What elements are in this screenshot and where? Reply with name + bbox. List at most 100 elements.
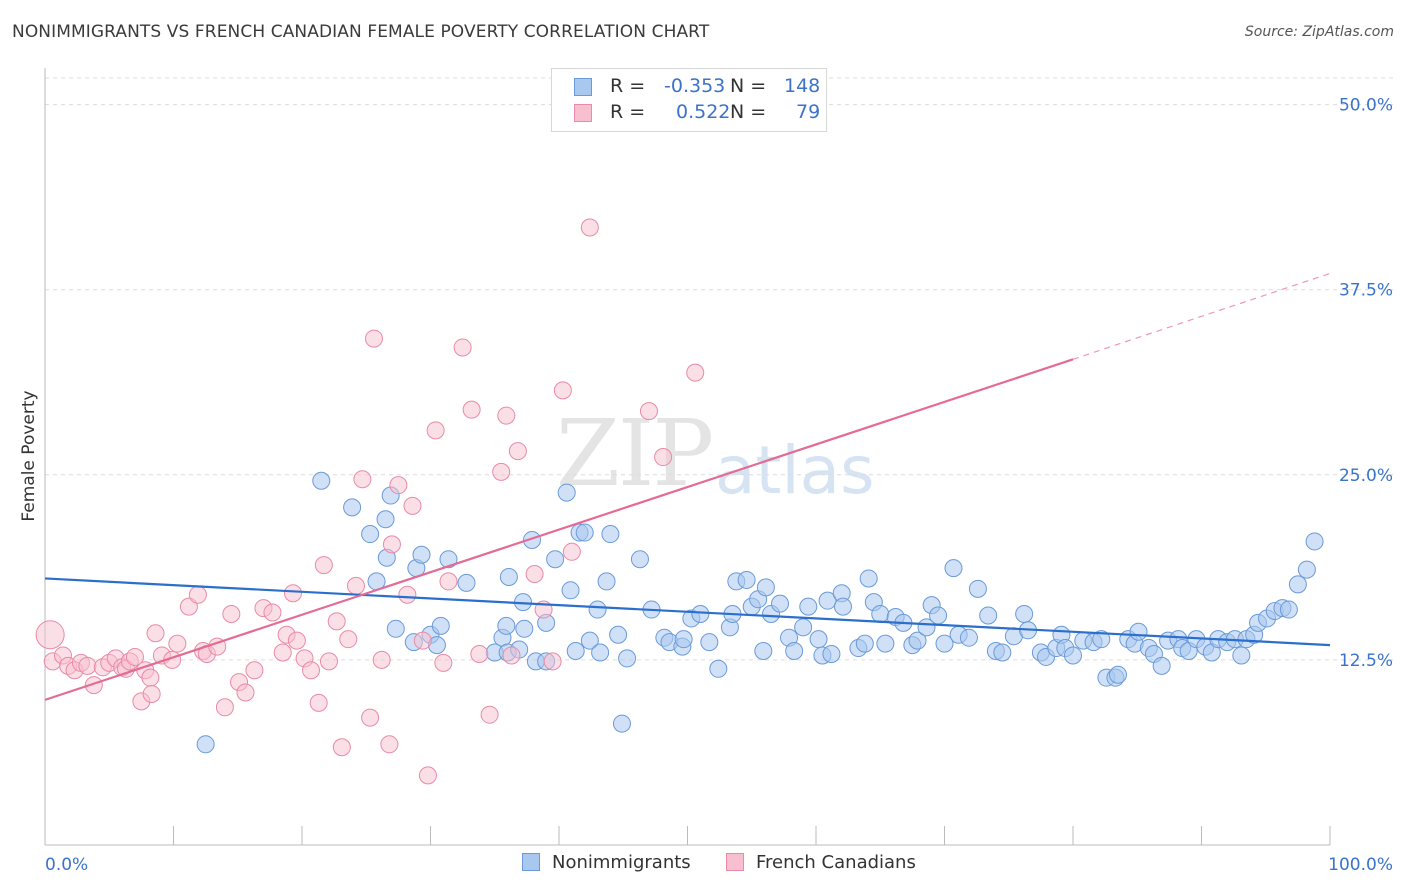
trend-line-french-canadians (44, 358, 1074, 701)
data-point-french-canadians (245, 661, 264, 680)
bottom-legend-french-canadians: French Canadians (726, 852, 916, 873)
grid-lines (45, 77, 1395, 661)
bottom-legend-label-nonimmigrants: Nonimmigrants (552, 852, 691, 873)
data-point-nonimmigrants (591, 643, 610, 662)
data-point-nonimmigrants (785, 642, 804, 661)
data-point-nonimmigrants (609, 625, 628, 644)
data-point-nonimmigrants (799, 597, 818, 616)
data-point-french-canadians (361, 708, 380, 727)
data-point-nonimmigrants (709, 659, 728, 678)
x-tick-label: 0.0% (45, 855, 88, 875)
data-point-french-canadians (188, 585, 207, 604)
data-point-nonimmigrants (959, 628, 978, 647)
data-point-french-canadians (686, 363, 705, 382)
legend-n-value: 79 (796, 101, 821, 123)
data-point-nonimmigrants (935, 634, 954, 653)
data-point-nonimmigrants (497, 616, 516, 635)
data-point-nonimmigrants (1288, 575, 1307, 594)
legend-r-label: R = (610, 101, 646, 123)
data-point-nonimmigrants (771, 594, 790, 613)
data-point-nonimmigrants (580, 631, 599, 650)
data-point-french-canadians (639, 402, 658, 421)
data-point-nonimmigrants (1092, 630, 1111, 649)
data-point-french-canadians (492, 462, 511, 481)
y-tick-label: 12.5% (1339, 651, 1393, 671)
data-point-french-canadians (426, 421, 445, 440)
data-point-nonimmigrants (929, 606, 948, 625)
data-point-nonimmigrants (575, 523, 594, 542)
data-point-french-canadians (480, 705, 499, 724)
data-point-nonimmigrants (855, 634, 874, 653)
legend-swatch-blue (574, 78, 592, 96)
data-point-nonimmigrants (499, 567, 518, 586)
data-point-french-canadians (462, 400, 481, 419)
legend-r-label: R = (610, 75, 646, 97)
data-point-nonimmigrants (597, 572, 616, 591)
tick-labels: 12.5% 25.0% 37.5% 50.0% 0.0% 100.0% (45, 96, 1393, 875)
y-tick-label: 25.0% (1339, 466, 1393, 486)
data-point-nonimmigrants (833, 597, 852, 616)
bottom-legend-swatch-blue (522, 853, 540, 871)
data-point-french-canadians (236, 683, 255, 702)
data-point-french-canadians (284, 584, 303, 603)
data-point-nonimmigrants (809, 630, 828, 649)
data-point-french-canadians (332, 738, 351, 757)
data-point-nonimmigrants (1064, 646, 1082, 665)
data-point-french-canadians (301, 661, 320, 680)
legend-n-label: N = (730, 101, 767, 123)
legend: R = -0.353 N = 148 R = 0.522 N = 79 (551, 68, 827, 132)
data-point-french-canadians (215, 698, 234, 717)
data-point-nonimmigrants (612, 714, 631, 733)
data-point-french-canadians (502, 646, 521, 665)
data-point-nonimmigrants (859, 569, 878, 588)
data-point-french-canadians (84, 676, 103, 695)
watermark-zip: ZIP (556, 400, 714, 507)
data-point-nonimmigrants (412, 545, 431, 564)
data-point-french-canadians (470, 644, 489, 663)
data-point-nonimmigrants (674, 630, 693, 649)
data-point-nonimmigrants (822, 644, 841, 663)
data-point-french-canadians (380, 735, 399, 754)
data-point-french-canadians (142, 684, 161, 703)
data-point-nonimmigrants (944, 559, 963, 578)
data-point-french-canadians (497, 406, 516, 425)
data-point-nonimmigrants (439, 550, 458, 569)
data-point-french-canadians (382, 535, 401, 554)
data-point-french-canadians (168, 634, 187, 653)
data-point-french-canadians (553, 381, 572, 400)
x-tick-label: 100.0% (1328, 855, 1393, 875)
data-point-nonimmigrants (968, 579, 987, 598)
data-point-nonimmigrants (515, 619, 534, 638)
data-point-french-canadians (389, 476, 408, 495)
data-point-nonimmigrants (908, 631, 927, 650)
data-point-nonimmigrants (561, 581, 580, 600)
data-point-nonimmigrants (431, 616, 450, 635)
data-point-french-canadians (654, 448, 673, 467)
data-point-nonimmigrants (546, 550, 565, 569)
data-point-nonimmigrants (754, 642, 773, 661)
data-point-nonimmigrants (1305, 532, 1324, 551)
data-point-french-canadians (372, 650, 391, 669)
data-point-nonimmigrants (386, 619, 405, 638)
bottom-legend-nonimmigrants: Nonimmigrants (522, 852, 691, 873)
data-point-nonimmigrants (876, 634, 895, 653)
data-point-french-canadians (439, 572, 458, 591)
watermark-atlas: atlas (715, 432, 875, 509)
data-point-nonimmigrants (1108, 665, 1127, 684)
data-point-french-canadians (287, 631, 306, 650)
data-point-french-canadians (141, 668, 160, 687)
data-point-french-canadians (314, 556, 333, 575)
data-point-nonimmigrants (601, 525, 620, 544)
data-point-nonimmigrants (457, 573, 476, 592)
data-point-french-canadians (413, 631, 432, 650)
data-point-french-canadians (222, 605, 241, 623)
axes (44, 68, 1331, 846)
data-point-french-canadians (125, 647, 144, 666)
data-point-french-canadians (35, 620, 65, 650)
data-point-french-canadians (364, 329, 383, 348)
data-point-nonimmigrants (794, 618, 813, 637)
data-point-french-canadians (403, 496, 422, 515)
data-point-french-canadians (339, 630, 358, 649)
y-tick-label: 37.5% (1339, 281, 1393, 301)
data-point-nonimmigrants (1279, 600, 1298, 619)
